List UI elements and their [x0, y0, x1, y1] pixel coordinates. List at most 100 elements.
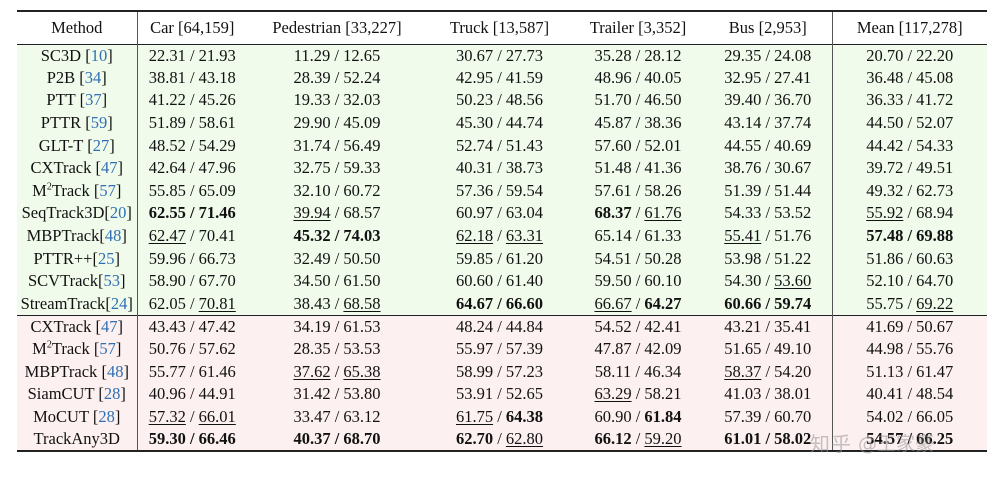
success-score: 62.70	[455, 429, 494, 449]
table-row: GLT-T [27] 48.52 / 54.29 31.74 / 56.49 52.7…	[17, 134, 987, 157]
success-score: 55.85	[148, 180, 186, 200]
citation-link[interactable]: 53	[103, 271, 121, 291]
score-cell: 49.32 / 62.73	[832, 179, 987, 203]
precision-score: 47.42	[198, 316, 236, 336]
score-separator: /	[493, 361, 506, 381]
success-score: 38.76	[724, 158, 762, 178]
method-name-cell: TrackAny3D	[17, 428, 138, 452]
score-cell: 42.64 / 47.96	[137, 156, 247, 180]
precision-score: 67.70	[198, 271, 236, 291]
score-cell: 38.81 / 43.18	[137, 66, 247, 90]
score-cell: 38.76 / 30.67	[704, 156, 833, 180]
score-cell: 47.87 / 42.09	[572, 337, 704, 361]
success-score: 51.89	[148, 113, 186, 133]
score-separator: /	[903, 203, 917, 223]
score-cell: 40.37 / 68.70	[247, 428, 427, 452]
citation-link[interactable]: 24	[110, 293, 128, 313]
success-score: 55.75	[866, 293, 904, 313]
table-row: MBPTrack [48] 55.77 / 61.46 37.62 / 65.38 5…	[17, 360, 987, 383]
score-separator: /	[493, 67, 506, 87]
citation-link[interactable]: 27	[92, 135, 110, 155]
precision-score: 27.73	[505, 45, 544, 65]
success-score: 57.48	[866, 226, 904, 246]
citation-link[interactable]: 20	[109, 203, 127, 223]
success-score: 60.66	[724, 293, 762, 313]
score-cell: 41.03 / 38.01	[704, 382, 833, 406]
precision-score: 57.39	[505, 339, 544, 359]
score-separator: /	[631, 293, 645, 313]
score-cell: 53.98 / 51.22	[704, 247, 833, 270]
success-score: 66.12	[594, 429, 632, 449]
precision-score: 61.76	[644, 203, 682, 223]
success-score: 51.70	[594, 90, 632, 110]
precision-score: 68.70	[343, 429, 381, 449]
score-cell: 61.01 / 58.02	[704, 428, 833, 452]
citation-link[interactable]: 10	[90, 45, 108, 65]
score-cell: 43.43 / 47.42	[137, 314, 247, 338]
citation-link[interactable]: 57	[99, 339, 116, 359]
score-separator: /	[903, 271, 917, 291]
score-cell: 62.18 / 63.31	[427, 224, 572, 248]
precision-score: 41.36	[644, 158, 682, 178]
score-separator: /	[493, 316, 506, 336]
citation-link[interactable]: 48	[104, 226, 122, 246]
success-score: 54.30	[724, 271, 762, 291]
precision-score: 47.96	[198, 158, 236, 178]
citation-link[interactable]: 34	[84, 67, 102, 87]
score-separator: /	[903, 248, 917, 268]
score-separator: /	[903, 339, 917, 359]
success-score: 31.42	[293, 384, 331, 404]
success-score: 52.74	[455, 135, 494, 155]
precision-score: 22.20	[916, 45, 954, 65]
citation-link[interactable]: 37	[85, 90, 102, 110]
table-row: TrackAny3D 59.30 / 66.46 40.37 / 68.70 62.7…	[17, 428, 987, 452]
precision-score: 52.65	[505, 384, 544, 404]
score-separator: /	[493, 45, 506, 65]
score-separator: /	[330, 406, 344, 426]
precision-score: 53.53	[343, 339, 381, 359]
score-cell: 36.48 / 45.08	[832, 66, 987, 90]
score-cell: 60.66 / 59.74	[704, 292, 833, 316]
success-score: 42.64	[148, 158, 186, 178]
score-separator: /	[631, 429, 645, 449]
citation-link[interactable]: 48	[106, 361, 124, 381]
score-cell: 34.50 / 61.50	[247, 269, 427, 293]
method-name-cell: M2Track [57]	[17, 179, 138, 203]
citation-link[interactable]: 47	[100, 158, 118, 178]
score-cell: 58.90 / 67.70	[137, 269, 247, 293]
success-score: 31.74	[293, 135, 331, 155]
success-score: 62.47	[148, 226, 186, 246]
method-name-cell: PTT [37]	[17, 89, 138, 112]
success-score: 59.50	[594, 271, 632, 291]
score-cell: 66.67 / 64.27	[572, 292, 704, 316]
table-row: MoCUT [28] 57.32 / 66.01 33.47 / 63.12 61.7…	[17, 405, 987, 429]
precision-score: 48.54	[916, 384, 954, 404]
success-score: 62.18	[455, 226, 494, 246]
success-score: 58.99	[455, 361, 494, 381]
score-cell: 51.70 / 46.50	[572, 89, 704, 112]
success-score: 63.29	[594, 384, 632, 404]
score-separator: /	[631, 361, 645, 381]
citation-link[interactable]: 47	[100, 316, 118, 336]
citation-link[interactable]: 28	[98, 406, 115, 426]
method-name-cell: SCVTrack[53]	[17, 269, 138, 293]
score-separator: /	[631, 135, 645, 155]
method-name: MoCUT	[33, 406, 89, 426]
score-cell: 32.10 / 60.72	[247, 179, 427, 203]
method-name-cell: MoCUT [28]	[17, 405, 138, 429]
method-name-cell: GLT-T [27]	[17, 134, 138, 157]
score-cell: 29.90 / 45.09	[247, 111, 427, 135]
precision-score: 40.69	[774, 135, 812, 155]
score-cell: 54.30 / 53.60	[704, 269, 833, 293]
success-score: 39.72	[866, 158, 904, 178]
success-score: 59.30	[148, 429, 186, 449]
method-name: SiamCUT	[27, 384, 95, 404]
citation-link[interactable]: 25	[97, 248, 115, 268]
score-cell: 50.76 / 57.62	[137, 337, 247, 361]
method-name: TrackAny3D	[33, 429, 120, 449]
precision-score: 36.70	[774, 90, 812, 110]
citation-link[interactable]: 57	[99, 180, 116, 200]
citation-link[interactable]: 28	[103, 384, 121, 404]
success-score: 58.37	[724, 361, 762, 381]
citation-link[interactable]: 59	[90, 113, 108, 133]
